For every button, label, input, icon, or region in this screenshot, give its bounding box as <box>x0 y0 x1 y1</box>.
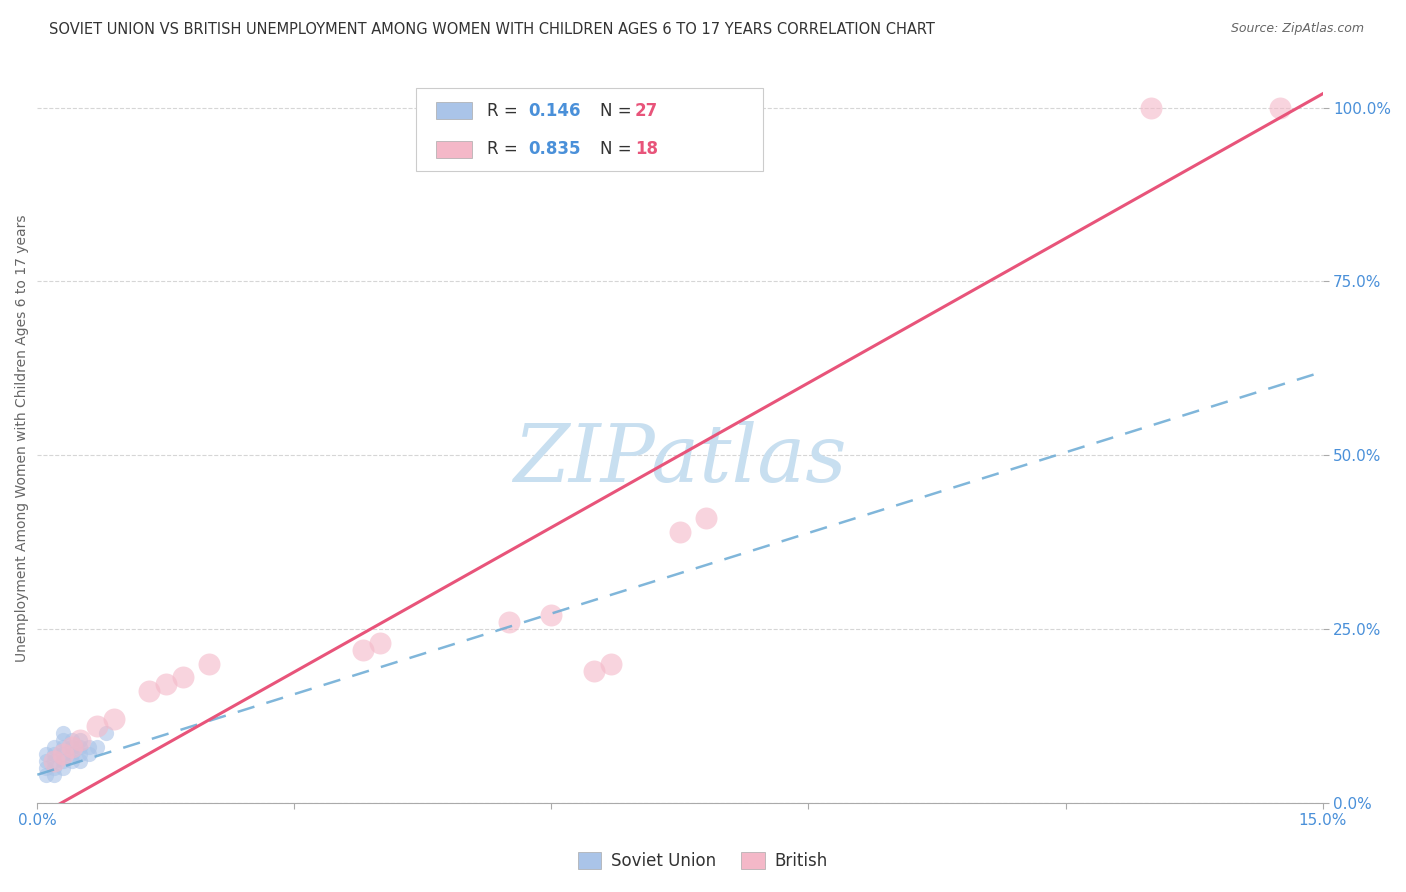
Point <box>695 510 717 524</box>
Point <box>44 747 66 761</box>
FancyBboxPatch shape <box>416 87 763 171</box>
FancyBboxPatch shape <box>436 102 472 120</box>
Point <box>69 747 91 761</box>
Point <box>60 739 83 754</box>
Point <box>52 733 75 747</box>
Point <box>155 677 177 691</box>
Point <box>77 739 100 754</box>
Point <box>172 670 194 684</box>
Text: R =: R = <box>486 102 523 120</box>
Point <box>52 726 75 740</box>
Point <box>35 761 58 775</box>
Point <box>44 754 66 768</box>
Point <box>44 761 66 775</box>
Point <box>69 754 91 768</box>
Point <box>540 607 562 622</box>
Point <box>583 664 606 678</box>
Text: SOVIET UNION VS BRITISH UNEMPLOYMENT AMONG WOMEN WITH CHILDREN AGES 6 TO 17 YEAR: SOVIET UNION VS BRITISH UNEMPLOYMENT AMO… <box>49 22 935 37</box>
Point <box>86 739 108 754</box>
Point <box>60 754 83 768</box>
Point <box>498 615 520 629</box>
Text: ZIPatlas: ZIPatlas <box>513 421 846 499</box>
Point <box>35 754 58 768</box>
Point <box>138 684 160 698</box>
Text: 0.146: 0.146 <box>529 102 581 120</box>
Text: 0.835: 0.835 <box>529 140 581 159</box>
Legend: Soviet Union, British: Soviet Union, British <box>571 845 835 877</box>
Point <box>77 747 100 761</box>
Point <box>86 719 108 733</box>
Point <box>52 747 75 761</box>
Point <box>1140 101 1163 115</box>
Text: R =: R = <box>486 140 523 159</box>
Point <box>368 636 391 650</box>
FancyBboxPatch shape <box>436 141 472 158</box>
Point <box>600 657 623 671</box>
Point <box>69 733 91 747</box>
Point <box>60 739 83 754</box>
Point <box>52 761 75 775</box>
Point <box>44 768 66 782</box>
Point <box>52 747 75 761</box>
Point <box>35 768 58 782</box>
Point <box>669 524 692 539</box>
Text: 18: 18 <box>636 140 658 159</box>
Point <box>52 754 75 768</box>
Point <box>103 712 125 726</box>
Point <box>94 726 117 740</box>
Point <box>352 642 374 657</box>
Point <box>197 657 219 671</box>
Text: N =: N = <box>600 140 637 159</box>
Text: N =: N = <box>600 102 637 120</box>
Point <box>52 739 75 754</box>
Point <box>44 739 66 754</box>
Point <box>69 733 91 747</box>
Y-axis label: Unemployment Among Women with Children Ages 6 to 17 years: Unemployment Among Women with Children A… <box>15 214 30 662</box>
Point <box>60 747 83 761</box>
Point <box>35 747 58 761</box>
Point <box>60 733 83 747</box>
Text: Source: ZipAtlas.com: Source: ZipAtlas.com <box>1230 22 1364 36</box>
Point <box>1268 101 1291 115</box>
Point <box>44 754 66 768</box>
Point <box>69 739 91 754</box>
Text: 27: 27 <box>636 102 658 120</box>
